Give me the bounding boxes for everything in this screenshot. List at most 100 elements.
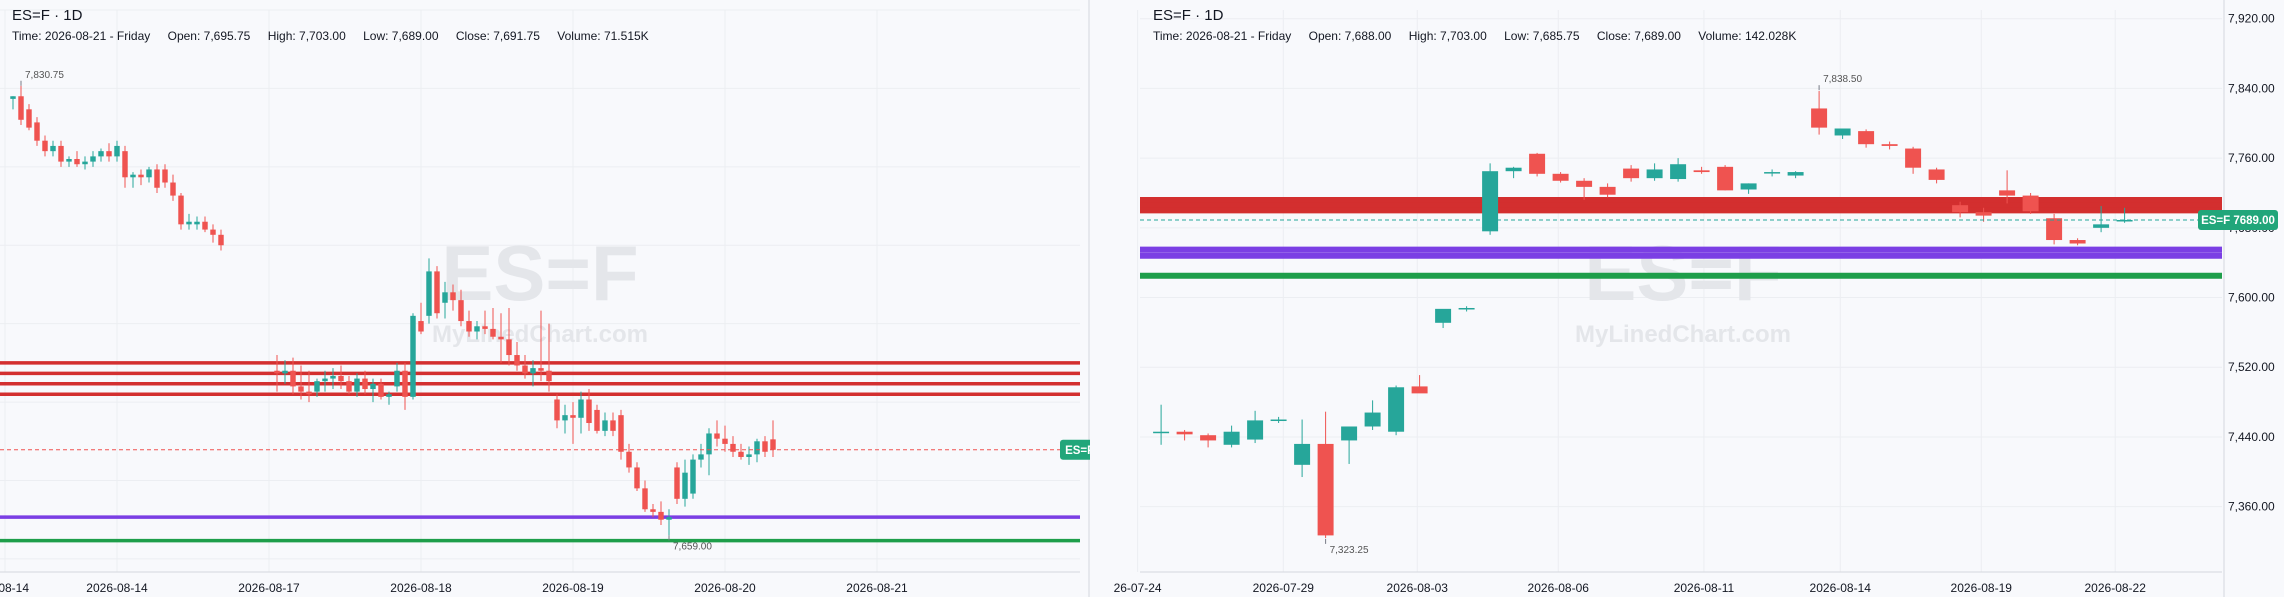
left-candle-body xyxy=(762,441,768,452)
left-info-volume: Volume: 71.515K xyxy=(557,29,649,43)
left-candle-body xyxy=(178,195,184,225)
left-candle-body xyxy=(330,375,336,379)
left-candle-body xyxy=(458,300,464,322)
left-candle-body xyxy=(442,292,448,303)
left-x-tick-label: 2026-08-21 xyxy=(846,581,908,595)
right-candle-body xyxy=(1505,167,1522,172)
right-candle-body xyxy=(1787,172,1804,176)
right-info-open: Open: 7,688.00 xyxy=(1308,29,1392,43)
left-candle-body xyxy=(58,145,64,162)
left-candle-body xyxy=(666,517,672,520)
left-x-tick-label: 2026-08-18 xyxy=(390,581,452,595)
left-candle-body xyxy=(506,339,512,356)
right-candle-body xyxy=(1623,168,1640,179)
left-candle-body xyxy=(426,271,432,316)
left-candle-body xyxy=(690,459,696,494)
left-candle-body xyxy=(530,368,536,374)
right-candle-body xyxy=(1223,431,1240,445)
left-annotation-label: 7,659.00 xyxy=(673,541,712,552)
left-watermark-sub: MyLinedChart.com xyxy=(432,321,648,348)
right-candle-body xyxy=(2069,240,2086,244)
left-x-tick-label: 2026-08-14 xyxy=(86,581,148,595)
left-candle-body xyxy=(770,439,776,450)
left-candle-body xyxy=(722,438,728,444)
left-candle-body xyxy=(562,415,568,421)
right-chart-svg[interactable]: 7,360.007,440.007,520.007,600.007,680.00… xyxy=(1090,0,2284,597)
right-x-tick-label: 2026-08-22 xyxy=(2085,581,2147,595)
left-candle-body xyxy=(10,96,16,99)
right-x-tick-label: 2026-08-06 xyxy=(1528,581,1590,595)
right-candle-body xyxy=(1270,419,1287,422)
left-candle-body xyxy=(378,383,384,397)
right-candle-body xyxy=(1153,431,1170,434)
left-candle-body xyxy=(50,145,56,152)
right-candle-body xyxy=(1552,173,1569,181)
right-candle-body xyxy=(1294,443,1311,465)
left-candle-body xyxy=(154,169,160,188)
right-candle-body xyxy=(1529,153,1546,174)
left-x-tick-label: 2026-08-20 xyxy=(694,581,756,595)
right-candle-body xyxy=(1693,170,1710,173)
left-candle-body xyxy=(18,96,24,120)
right-y-tick-label: 7,840.00 xyxy=(2228,81,2275,95)
left-annotation-label: 7,830.75 xyxy=(25,70,64,81)
left-candle-body xyxy=(202,221,208,230)
left-candle-body xyxy=(362,378,368,390)
right-candle-body xyxy=(1482,171,1499,232)
left-candle-body xyxy=(674,467,680,499)
right-y-tick-label: 7,600.00 xyxy=(2228,291,2275,305)
left-candle-body xyxy=(274,370,280,374)
left-watermark: ES=F xyxy=(441,229,638,317)
right-x-tick-label: 2026-08-19 xyxy=(1951,581,2013,595)
right-candle-body xyxy=(2022,195,2039,212)
right-y-tick-label: 7,440.00 xyxy=(2228,430,2275,444)
right-candle-body xyxy=(1176,431,1193,435)
left-candle-body xyxy=(386,394,392,397)
left-candle-body xyxy=(554,399,560,421)
left-chart-svg[interactable]: 7,650.007,680.007,710.007,740.007,770.00… xyxy=(0,0,1090,597)
right-last-price-badge-label: ES=F 7689.00 xyxy=(2201,215,2275,227)
left-candle-body xyxy=(90,156,96,162)
right-x-tick-label: 2026-08-14 xyxy=(1810,581,1872,595)
left-x-tick-label: 26-08-14 xyxy=(0,581,29,595)
left-candle-body xyxy=(218,234,224,246)
right-candle-body xyxy=(1317,443,1334,536)
right-candle-body xyxy=(1341,426,1358,441)
left-candle-body xyxy=(82,161,88,165)
left-chart-title: ES=F · 1D xyxy=(12,7,83,24)
right-candle-body xyxy=(1411,386,1428,394)
left-candle-body xyxy=(538,368,544,371)
right-chart-panel[interactable]: 7,360.007,440.007,520.007,600.007,680.00… xyxy=(1090,0,2284,597)
right-watermark-sub: MyLinedChart.com xyxy=(1575,321,1791,348)
right-x-tick-label: 2026-07-29 xyxy=(1253,581,1315,595)
right-candle-body xyxy=(1576,180,1593,187)
right-candle-body xyxy=(1670,164,1687,180)
left-candle-body xyxy=(514,355,520,366)
left-info-time: Time: 2026-08-21 - Friday xyxy=(12,29,151,43)
left-chart-panel[interactable]: 7,650.007,680.007,710.007,740.007,770.00… xyxy=(0,0,1091,597)
right-chart-title: ES=F · 1D xyxy=(1153,7,1224,24)
left-candle-body xyxy=(658,511,664,520)
left-candle-body xyxy=(698,454,704,460)
right-candle-body xyxy=(1646,169,1663,179)
left-last-price-badge-label: ES=F 7691.75 xyxy=(1065,445,1090,457)
left-candle-body xyxy=(26,109,32,128)
right-candle-body xyxy=(2093,224,2110,228)
right-annotation-label: 7,323.25 xyxy=(1330,545,1369,556)
right-candle-body xyxy=(1952,205,1969,213)
left-candle-body xyxy=(490,328,496,337)
left-candle-body xyxy=(714,433,720,439)
left-x-tick-label: 2026-08-17 xyxy=(238,581,300,595)
left-candle-body xyxy=(338,375,344,382)
left-info-high: High: 7,703.00 xyxy=(267,29,346,43)
left-candle-body xyxy=(346,381,352,392)
right-candle-body xyxy=(1881,144,1898,146)
left-candle-body xyxy=(314,381,320,392)
left-candle-body xyxy=(586,399,592,424)
left-candle-body xyxy=(682,472,688,499)
right-y-tick-label: 7,520.00 xyxy=(2228,360,2275,374)
left-candle-body xyxy=(602,420,608,431)
left-candle-body xyxy=(578,399,584,418)
left-candle-body xyxy=(354,378,360,392)
left-candle-body xyxy=(434,271,440,314)
